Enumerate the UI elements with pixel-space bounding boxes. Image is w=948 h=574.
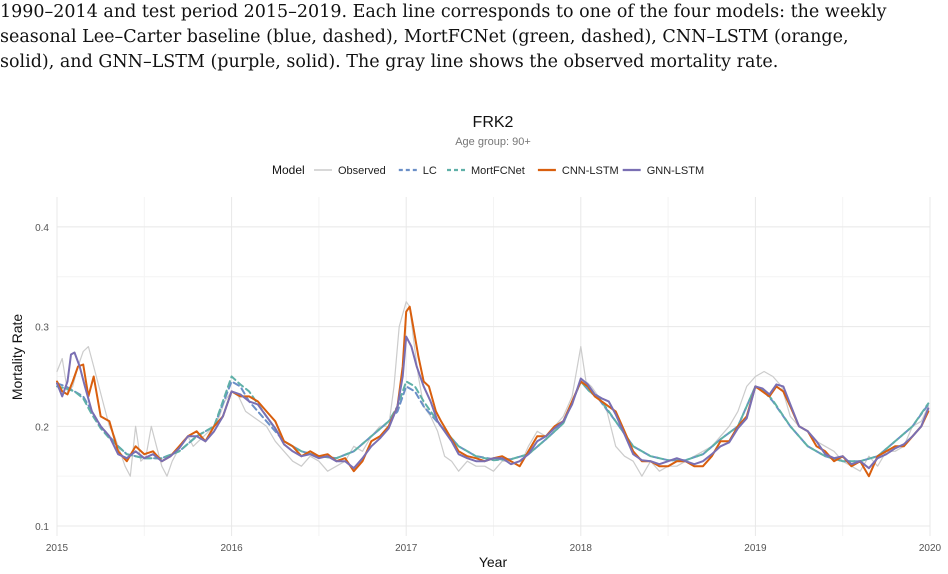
chart-axes: 2015 2016 2017 2018 2019 2020 0.1 0.2 0.3 0.4	[35, 223, 941, 554]
x-tick-label: 2015	[46, 543, 69, 554]
caption-line: seasonal Lee–Carter baseline (blue, dash…	[0, 27, 849, 47]
x-axis-label: Year	[479, 554, 508, 570]
legend-label: Observed	[338, 165, 386, 177]
x-tick-label: 2019	[744, 543, 767, 554]
x-tick-label: 2018	[570, 543, 593, 554]
figure-caption: 1990–2014 and test period 2015–2019. Eac…	[0, 0, 948, 75]
series-line-mortfcnet	[56, 375, 930, 463]
legend-label: LC	[423, 165, 437, 177]
series-line-cnn-lstm	[56, 305, 930, 478]
y-tick-label: 0.2	[35, 422, 49, 433]
legend-label: MortFCNet	[471, 165, 525, 177]
x-tick-label: 2016	[220, 543, 243, 554]
x-tick-label: 2020	[919, 543, 942, 554]
chart-subtitle: Age group: 90+	[455, 136, 531, 148]
legend-title: Model	[272, 163, 305, 177]
legend-label: CNN-LSTM	[562, 165, 619, 177]
y-tick-label: 0.4	[35, 223, 49, 234]
y-axis-label: Mortality Rate	[9, 314, 25, 401]
chart-series	[56, 301, 930, 478]
chart-grid	[56, 197, 931, 536]
caption-line: 1990–2014 and test period 2015–2019. Eac…	[0, 2, 887, 22]
y-tick-label: 0.3	[35, 323, 49, 334]
legend-label: GNN-LSTM	[647, 165, 704, 177]
series-line-observed	[56, 301, 929, 477]
x-tick-label: 2017	[395, 543, 418, 554]
caption-line: solid), and GNN–LSTM (purple, solid). Th…	[0, 52, 779, 72]
chart-legend: Model Observed LC MortFCNet CNN-LSTM GNN-LSTM	[272, 163, 704, 177]
y-tick-label: 0.1	[35, 522, 49, 533]
chart-title: FRK2	[473, 114, 514, 131]
series-line-gnn-lstm	[56, 335, 930, 470]
mortality-line-chart: FRK2 Age group: 90+ Model Observed LC MortF…	[9, 114, 942, 570]
